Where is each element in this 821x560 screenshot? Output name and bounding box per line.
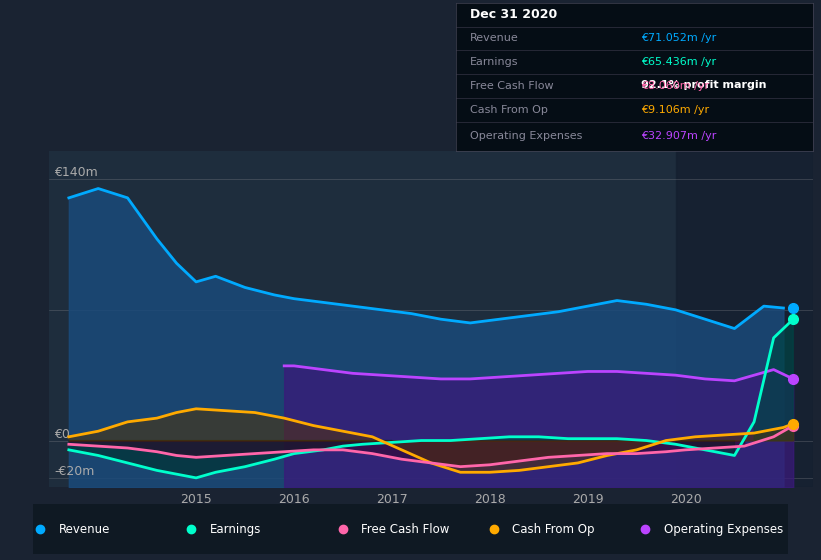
Text: Revenue: Revenue bbox=[470, 34, 519, 44]
Text: Free Cash Flow: Free Cash Flow bbox=[361, 522, 450, 536]
Text: Free Cash Flow: Free Cash Flow bbox=[470, 81, 553, 91]
Text: €9.106m /yr: €9.106m /yr bbox=[641, 105, 709, 115]
Text: Dec 31 2020: Dec 31 2020 bbox=[470, 8, 557, 21]
Text: Earnings: Earnings bbox=[210, 522, 262, 536]
Text: Earnings: Earnings bbox=[470, 57, 518, 67]
Text: 92.1% profit margin: 92.1% profit margin bbox=[641, 80, 767, 90]
Text: Revenue: Revenue bbox=[59, 522, 111, 536]
Text: Cash From Op: Cash From Op bbox=[470, 105, 548, 115]
Text: €140m: €140m bbox=[54, 166, 98, 179]
Text: -€20m: -€20m bbox=[54, 465, 94, 478]
Text: €8.060m /yr: €8.060m /yr bbox=[641, 81, 709, 91]
Text: 2019: 2019 bbox=[572, 493, 603, 506]
Text: €0: €0 bbox=[54, 427, 70, 441]
Text: 2020: 2020 bbox=[670, 493, 701, 506]
Text: €32.907m /yr: €32.907m /yr bbox=[641, 132, 717, 141]
Text: Operating Expenses: Operating Expenses bbox=[470, 132, 582, 141]
Bar bbox=[676, 151, 813, 487]
Text: Cash From Op: Cash From Op bbox=[512, 522, 595, 536]
Text: Operating Expenses: Operating Expenses bbox=[663, 522, 782, 536]
Text: 2017: 2017 bbox=[376, 493, 408, 506]
Text: €65.436m /yr: €65.436m /yr bbox=[641, 57, 717, 67]
Text: €71.052m /yr: €71.052m /yr bbox=[641, 34, 717, 44]
Text: 2016: 2016 bbox=[278, 493, 310, 506]
Text: 2015: 2015 bbox=[181, 493, 212, 506]
Text: 2018: 2018 bbox=[474, 493, 506, 506]
